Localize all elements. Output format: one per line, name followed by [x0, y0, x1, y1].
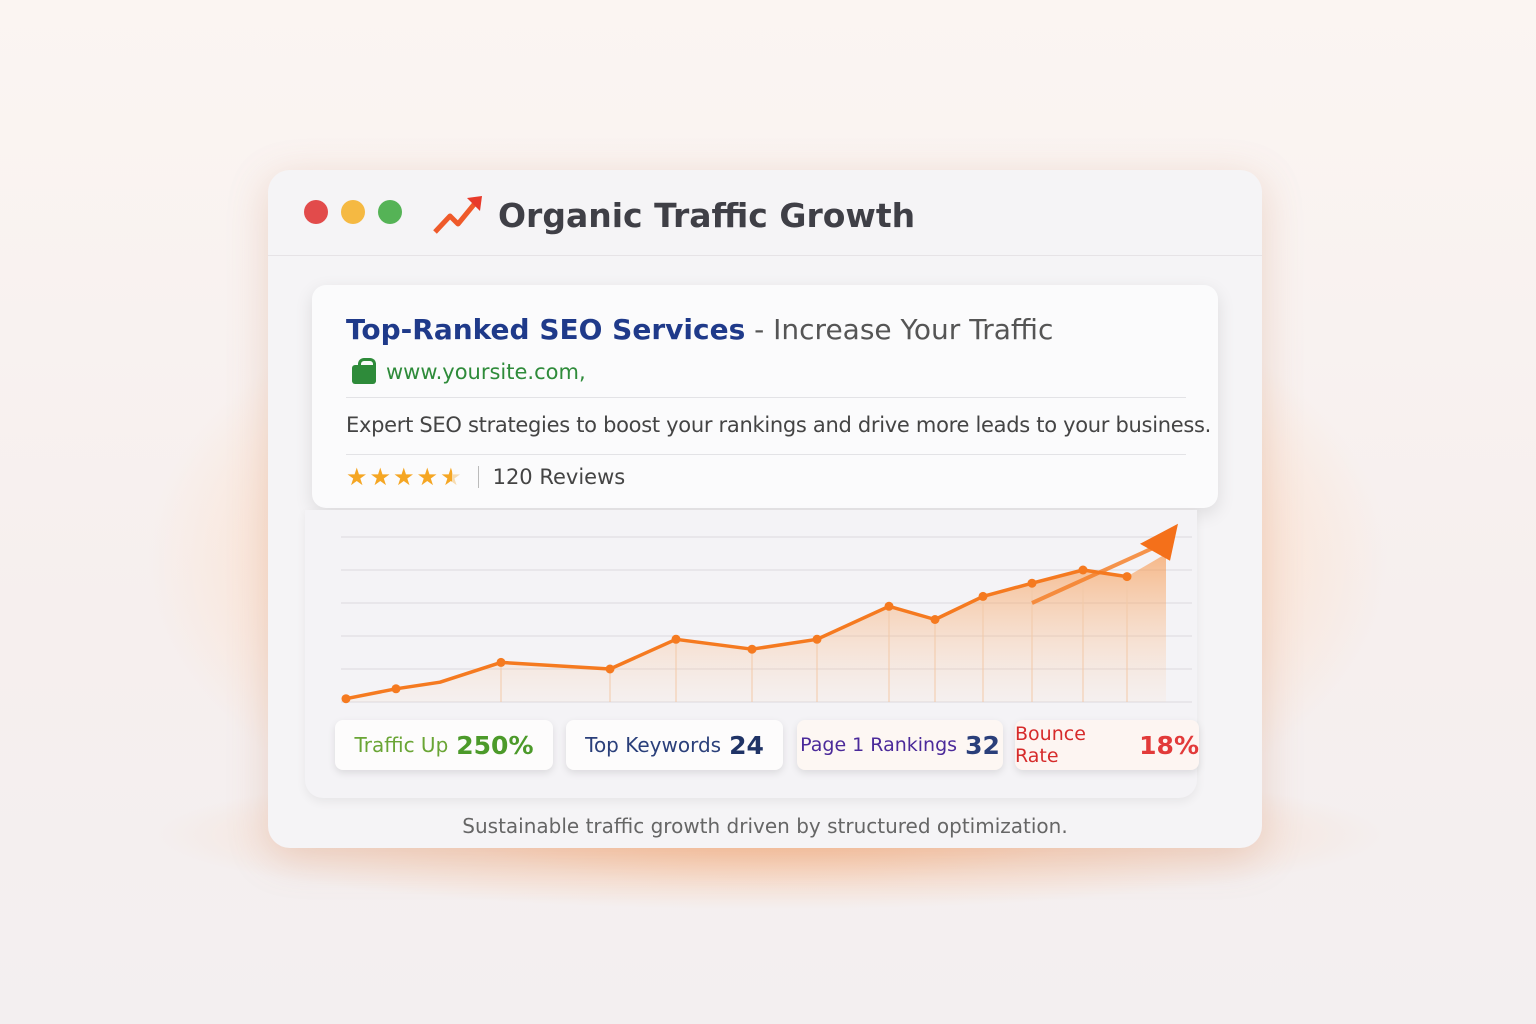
rating-row: ★★★★★ 120 Reviews [346, 463, 625, 491]
stat-page1-rankings: Page 1 Rankings 32 [797, 720, 1003, 770]
close-button[interactable] [304, 200, 328, 224]
stat-label: Page 1 Rankings [800, 734, 958, 756]
stat-label: Bounce Rate [1015, 723, 1086, 767]
result-url[interactable]: www.yoursite.com, [352, 357, 586, 384]
star-rating-icon: ★★★★★ [346, 463, 464, 491]
stat-value: 32 [965, 730, 1000, 760]
area-fill [346, 553, 1166, 702]
data-point [496, 657, 506, 667]
search-result-card: Top-Ranked SEO Services - Increase Your … [312, 285, 1218, 508]
footer-caption: Sustainable traffic growth driven by str… [462, 814, 1068, 838]
data-point [391, 684, 401, 694]
result-description: Expert SEO strategies to boost your rank… [346, 413, 1212, 437]
trend-arrow-shaft [1031, 543, 1159, 605]
stat-label: Top Keywords [585, 733, 722, 757]
data-point [605, 664, 615, 674]
trending-up-arrow-icon [433, 196, 482, 234]
review-count[interactable]: 120 Reviews [492, 465, 626, 489]
trend-arrow-head-icon [1140, 523, 1178, 561]
data-point [930, 615, 940, 624]
data-point [1027, 578, 1037, 588]
divider [477, 466, 479, 488]
divider [346, 397, 1186, 398]
maximize-button[interactable] [378, 200, 402, 224]
url-text[interactable]: www.yoursite.com, [386, 360, 586, 384]
stat-value: 250% [456, 730, 534, 760]
lock-icon [352, 357, 376, 384]
result-title[interactable]: Top-Ranked SEO Services - Increase Your … [346, 313, 1053, 346]
app-window: Organic Traffic Growth Top-Ranked SEO Se… [268, 170, 1262, 848]
data-point [978, 591, 988, 601]
data-point [341, 694, 351, 704]
data-point [1078, 565, 1088, 575]
divider [346, 454, 1186, 455]
window-title: Organic Traffic Growth [498, 196, 916, 235]
minimize-button[interactable] [341, 200, 365, 224]
data-point [1122, 572, 1132, 582]
stat-label: Traffic Up [354, 733, 449, 757]
stat-bounce-rate: Bounce Rate 18% [1015, 720, 1199, 770]
trend-line [345, 568, 1128, 701]
data-point [884, 601, 894, 611]
traffic-chart [341, 523, 1192, 704]
stat-value: 24 [729, 730, 764, 760]
stat-value: 18% [1139, 730, 1199, 760]
result-headline[interactable]: Top-Ranked SEO Services [346, 313, 746, 346]
stat-top-keywords: Top Keywords 24 [566, 720, 783, 770]
data-point [671, 634, 681, 644]
window-header: Organic Traffic Growth [268, 170, 1262, 256]
result-headline-suffix: - Increase Your Traffic [754, 313, 1054, 346]
data-point [812, 634, 822, 644]
stat-traffic-up: Traffic Up 250% [335, 720, 553, 770]
data-point [747, 644, 757, 654]
